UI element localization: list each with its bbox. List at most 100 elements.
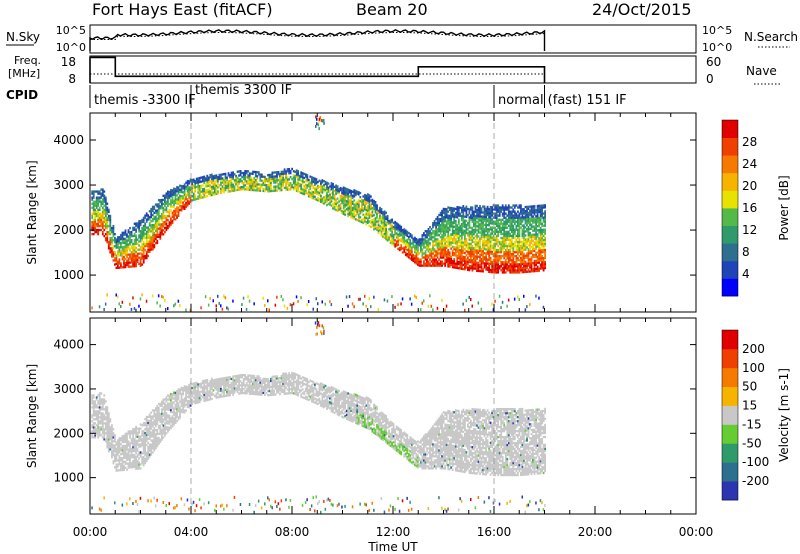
power-echo-pixel — [538, 267, 540, 270]
power-ground-pixel — [330, 303, 333, 307]
power-echo-pixel — [459, 243, 462, 246]
power-echo-pixel — [373, 220, 375, 223]
velocity-echo-pixel — [121, 435, 124, 438]
power-echo-pixel — [138, 248, 140, 251]
power-echo-pixel — [544, 262, 546, 266]
velocity-echo-pixel — [98, 406, 101, 409]
power-echo-pixel — [220, 177, 222, 180]
power-echo-pixel — [347, 190, 350, 193]
velocity-echo-pixel — [100, 414, 103, 417]
power-echo-pixel — [177, 214, 180, 217]
power-echo-pixel — [539, 228, 542, 232]
power-echo-pixel — [501, 261, 504, 264]
velocity-echo-pixel — [118, 455, 121, 458]
power-echo-pixel — [380, 222, 383, 225]
power-echo-pixel — [109, 241, 112, 244]
power-echo-pixel — [339, 197, 342, 200]
power-echo-pixel — [450, 223, 453, 226]
power-echo-pixel — [536, 233, 539, 236]
power-echo-pixel — [520, 210, 522, 213]
power-echo-pixel — [377, 219, 380, 222]
power-echo-pixel — [101, 190, 104, 193]
power-echo-pixel — [200, 186, 203, 189]
power-echo-pixel — [527, 232, 530, 235]
power-echo-pixel — [460, 235, 463, 238]
velocity-echo-pixel — [95, 416, 98, 419]
power-echo-pixel — [500, 236, 503, 240]
power-echo-pixel — [268, 182, 271, 185]
power-echo-pixel — [429, 242, 431, 245]
power-ground-pixel — [189, 308, 192, 312]
power-ground-pixel — [370, 305, 372, 309]
power-echo-pixel — [445, 230, 448, 233]
power-echo-pixel — [474, 243, 477, 246]
power-echo-pixel — [439, 232, 442, 235]
velocity-echo-pixel — [97, 410, 100, 413]
velocity-echo-pixel — [97, 424, 100, 427]
power-echo-pixel — [154, 229, 157, 233]
power-echo-pixel — [148, 222, 151, 225]
power-echo-pixel — [141, 218, 144, 222]
power-echo-pixel — [106, 239, 109, 242]
power-echo-pixel — [185, 187, 187, 190]
power-echo-pixel — [410, 248, 413, 251]
power-echo-pixel — [483, 227, 486, 231]
power-echo-pixel — [380, 218, 383, 221]
power-echo-pixel — [329, 203, 331, 206]
power-echo-pixel — [501, 218, 504, 221]
power-echo-pixel — [420, 262, 422, 265]
power-echo-pixel — [456, 236, 459, 239]
power-echo-pixel — [104, 220, 107, 224]
velocity-echo-pixel — [133, 439, 136, 443]
power-echo-pixel — [273, 175, 275, 178]
power-echo-pixel — [107, 218, 110, 222]
velocity-echo-pixel — [92, 404, 95, 407]
power-echo-pixel — [126, 243, 128, 246]
power-echo-pixel — [483, 239, 486, 243]
power-echo-pixel — [430, 254, 433, 257]
power-echo-pixel — [124, 239, 127, 242]
power-ground-pixel — [523, 294, 525, 298]
power-echo-pixel — [417, 257, 419, 260]
velocity-echo-pixel — [95, 414, 98, 417]
power-echo-pixel — [218, 186, 221, 189]
power-echo-pixel — [464, 266, 466, 269]
power-echo-pixel — [453, 264, 456, 267]
power-echo-pixel — [507, 259, 510, 262]
power-echo-pixel — [356, 204, 359, 207]
power-echo-pixel — [504, 251, 507, 254]
velocity-echo-pixel — [118, 451, 121, 454]
power-echo-pixel — [438, 234, 440, 237]
velocity-echo-pixel — [104, 406, 107, 409]
power-echo-pixel — [532, 233, 534, 236]
power-echo-pixel — [485, 217, 487, 221]
power-echo-pixel — [488, 248, 490, 251]
velocity-echo-pixel — [98, 432, 101, 435]
power-echo-pixel — [526, 256, 528, 259]
power-echo-pixel — [126, 263, 128, 267]
power-echo-pixel — [529, 219, 531, 222]
power-echo-pixel — [224, 176, 227, 180]
power-echo-pixel — [101, 194, 104, 197]
power-echo-pixel — [233, 187, 236, 190]
power-echo-pixel — [483, 235, 486, 239]
power-echo-pixel — [259, 173, 262, 176]
power-echo-pixel — [477, 217, 480, 220]
power-echo-pixel — [538, 239, 540, 242]
power-echo-pixel — [327, 190, 330, 193]
power-echo-pixel — [326, 203, 328, 207]
power-echo-pixel — [147, 248, 150, 251]
power-echo-pixel — [117, 236, 119, 239]
velocity-echo-pixel — [107, 420, 110, 423]
velocity-echo-pixel — [94, 436, 97, 439]
power-echo-pixel — [277, 179, 280, 182]
power-echo-pixel — [368, 224, 371, 227]
power-ground-pixel — [274, 303, 277, 307]
power-echo-pixel — [424, 242, 427, 245]
power-echo-pixel — [453, 266, 456, 269]
velocity-echo-pixel — [135, 467, 137, 470]
power-echo-pixel — [495, 261, 498, 264]
power-echo-pixel — [397, 229, 400, 232]
power-echo-pixel — [501, 244, 504, 248]
power-echo-pixel — [439, 228, 442, 231]
